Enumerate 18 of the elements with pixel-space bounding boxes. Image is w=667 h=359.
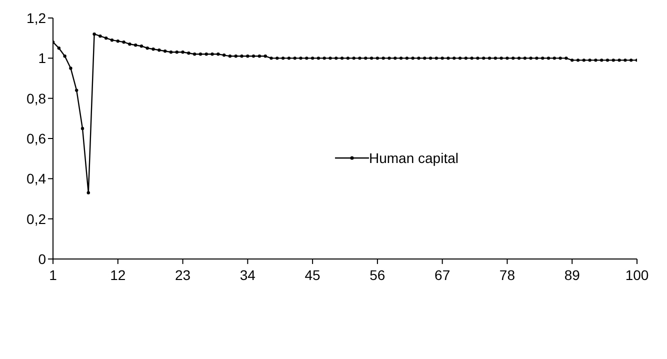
x-tick-label: 34 [240,266,256,283]
y-tick-label: 0,4 [26,170,46,187]
x-tick-label: 89 [564,266,580,283]
x-tick-label: 78 [499,266,516,283]
legend-label: Human capital [369,150,458,166]
y-tick-label: 0 [38,250,46,267]
y-tick-label: 1 [38,50,46,66]
x-tick-label: 100 [625,266,649,283]
x-tick-label: 56 [370,266,386,283]
y-tick-label: 0,6 [26,130,46,146]
y-tick-label: 0,2 [26,210,46,227]
x-tick-label: 12 [110,266,126,283]
y-tick-label: 1,2 [26,10,46,26]
x-tick-label: 1 [49,266,58,283]
x-tick-label: 45 [304,266,321,283]
x-tick-label: 23 [174,266,191,283]
y-tick-label: 0,8 [26,90,46,106]
x-tick-label: 67 [434,266,450,283]
